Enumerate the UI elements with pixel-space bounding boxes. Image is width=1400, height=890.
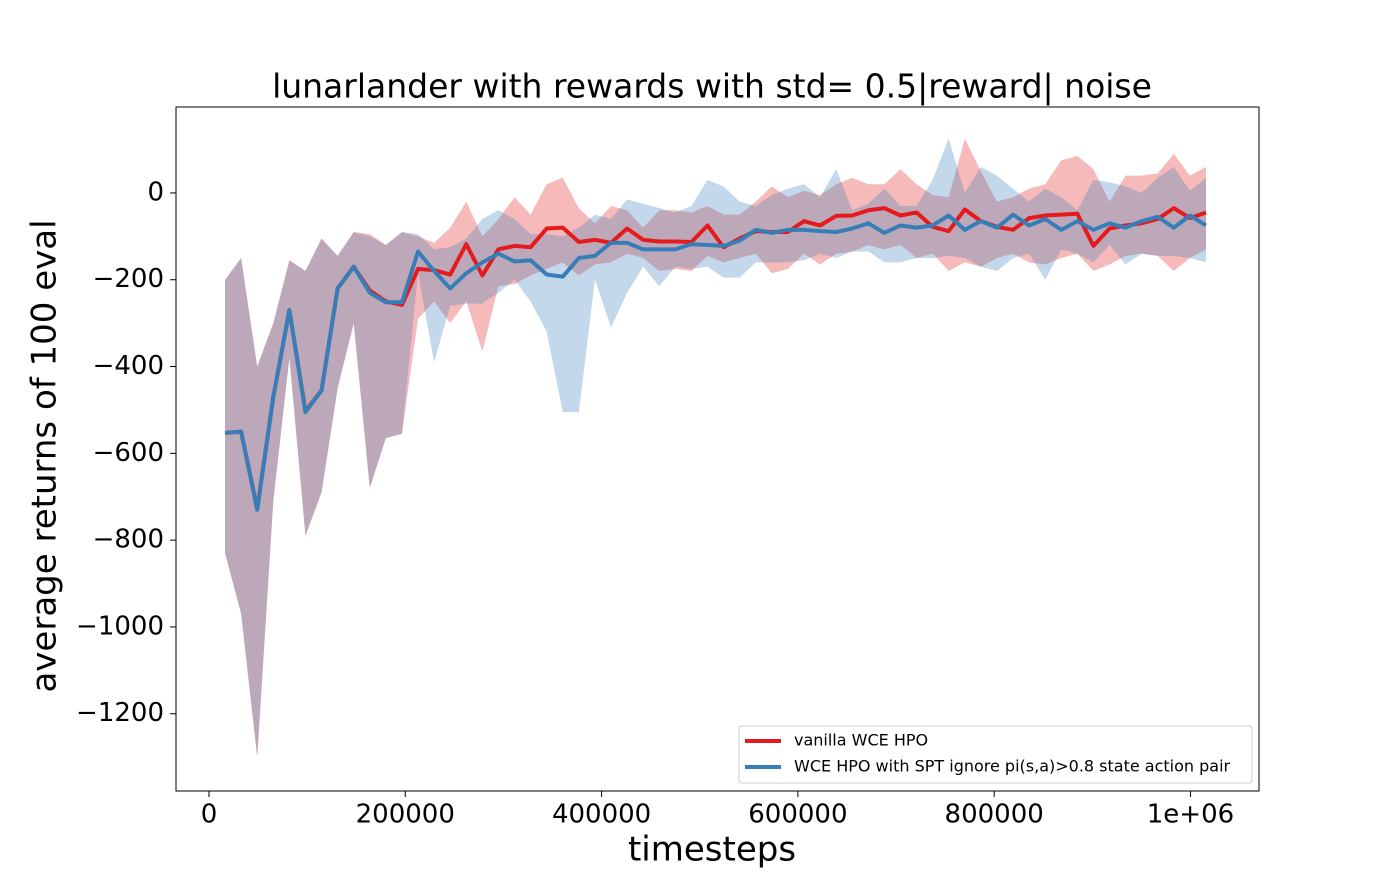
legend-label: vanilla WCE HPO [794,731,928,750]
y-tick-label: −1000 [76,611,164,641]
legend-label: WCE HPO with SPT ignore pi(s,a)>0.8 stat… [794,757,1231,776]
error-band [225,138,1207,758]
x-tick-label: 0 [201,800,218,830]
x-axis-label: timesteps [628,830,796,870]
y-tick-label: −200 [93,264,164,294]
y-tick-label: −800 [93,525,164,555]
x-tick-label: 600000 [748,800,847,830]
y-tick-label: −400 [93,351,164,381]
x-tick-label: 200000 [356,800,455,830]
x-tick-label: 400000 [552,800,651,830]
legend: vanilla WCE HPO WCE HPO with SPT ignore p… [738,725,1253,784]
chart-title: lunarlander with rewards with std= 0.5|r… [272,67,1152,106]
error-band [225,138,1207,758]
y-tick-label: −600 [93,438,164,468]
legend-box [738,725,1253,784]
y-axis-label: average returns of 100 eval [25,219,65,692]
line [224,212,1208,512]
x-tick-label: 800000 [945,800,1044,830]
x-tick-label: 1e+06 [1147,800,1234,830]
plot-area [224,138,1208,758]
y-tick-label: 0 [147,177,164,207]
plot-frame [175,106,1260,792]
y-tick-label: −1200 [76,698,164,728]
